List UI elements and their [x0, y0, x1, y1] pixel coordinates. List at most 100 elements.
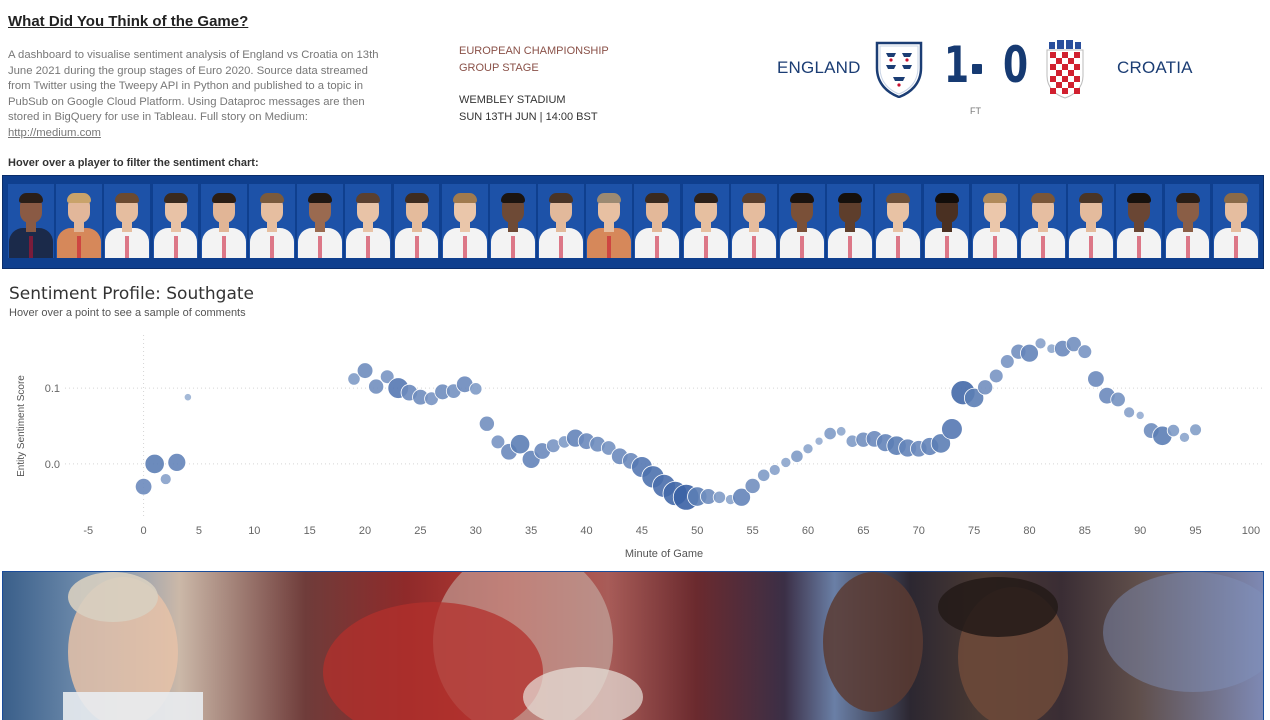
sentiment-point[interactable] [1077, 344, 1093, 359]
sentiment-point[interactable] [1000, 354, 1015, 369]
player-card[interactable] [971, 184, 1019, 258]
sentiment-point[interactable] [780, 456, 792, 468]
player-card[interactable] [248, 184, 296, 258]
x-tick-label: -5 [83, 525, 93, 537]
sentiment-point[interactable] [814, 436, 824, 446]
player-hair [19, 193, 43, 203]
player-hair [741, 193, 766, 203]
x-tick-label: 30 [470, 525, 482, 537]
player-neck [893, 222, 904, 232]
sentiment-point[interactable] [941, 418, 963, 440]
player-card[interactable] [1019, 184, 1067, 258]
player-shirt-detail [1185, 236, 1190, 258]
player-shirt-detail [1040, 236, 1045, 258]
sentiment-point[interactable] [1135, 410, 1145, 420]
sentiment-point[interactable] [167, 452, 187, 472]
player-neck [941, 222, 952, 232]
player-card[interactable] [826, 184, 874, 258]
sentiment-point[interactable] [1065, 336, 1082, 353]
match-status: FT [970, 106, 981, 116]
player-card[interactable] [55, 184, 103, 258]
player-card[interactable] [778, 184, 826, 258]
sentiment-point[interactable] [1087, 370, 1105, 388]
x-tick-label: 85 [1079, 525, 1091, 537]
player-hair [211, 193, 236, 203]
england-crest-icon [874, 40, 924, 103]
x-tick-label: 45 [636, 525, 648, 537]
sentiment-point[interactable] [159, 473, 172, 485]
player-card[interactable] [923, 184, 971, 258]
x-tick-label: 80 [1023, 525, 1035, 537]
match-datetime: SUN 13TH JUN | 14:00 BST [459, 111, 598, 123]
sentiment-point[interactable] [802, 443, 814, 455]
player-card[interactable] [585, 184, 633, 258]
player-shirt-detail [944, 236, 949, 258]
sentiment-point[interactable] [1034, 337, 1047, 350]
x-tick-label: 15 [304, 525, 316, 537]
x-tick-label: 35 [525, 525, 537, 537]
sentiment-point[interactable] [988, 368, 1004, 384]
sentiment-point[interactable] [768, 464, 781, 476]
sentiment-point[interactable] [1110, 391, 1126, 408]
sentiment-point[interactable] [930, 433, 951, 454]
sentiment-point[interactable] [1123, 406, 1136, 419]
sentiment-point[interactable] [144, 453, 165, 475]
sentiment-point[interactable] [757, 468, 771, 482]
player-shirt-detail [703, 236, 708, 258]
sentiment-point[interactable] [744, 477, 761, 494]
player-card[interactable] [1115, 184, 1163, 258]
sentiment-point[interactable] [1189, 423, 1202, 437]
sentiment-point[interactable] [1179, 431, 1190, 443]
player-card[interactable] [393, 184, 441, 258]
player-card[interactable] [489, 184, 537, 258]
sentiment-point[interactable] [836, 426, 847, 437]
sentiment-point[interactable] [134, 477, 153, 496]
sentiment-point[interactable] [963, 387, 985, 409]
player-card[interactable] [874, 184, 922, 258]
sentiment-point[interactable] [790, 449, 804, 463]
player-shirt-detail [125, 236, 130, 258]
player-shirt-detail [559, 236, 564, 258]
croatia-crest-icon [1045, 40, 1085, 105]
sentiment-point[interactable] [1020, 343, 1039, 363]
player-card[interactable] [730, 184, 778, 258]
sentiment-point[interactable] [823, 426, 837, 441]
chart-subtitle: Hover over a point to see a sample of co… [9, 307, 246, 319]
player-card[interactable] [682, 184, 730, 258]
player-shirt-detail [848, 236, 853, 258]
sentiment-point[interactable] [509, 434, 531, 455]
sentiment-point[interactable] [490, 434, 506, 450]
player-card[interactable] [441, 184, 489, 258]
sentiment-point[interactable] [469, 382, 483, 396]
player-card[interactable] [200, 184, 248, 258]
sentiment-point[interactable] [379, 369, 395, 385]
player-card[interactable] [344, 184, 392, 258]
player-neck [363, 222, 374, 232]
sentiment-point[interactable] [977, 379, 994, 396]
player-card[interactable] [1164, 184, 1212, 258]
player-hair [308, 193, 333, 203]
sentiment-point[interactable] [1166, 423, 1181, 438]
sentiment-point[interactable] [356, 362, 374, 379]
player-shirt-detail [221, 236, 226, 258]
sentiment-point[interactable] [600, 440, 617, 456]
player-card[interactable] [7, 184, 55, 258]
player-card[interactable] [537, 184, 585, 258]
player-card[interactable] [296, 184, 344, 258]
player-neck [1134, 222, 1145, 232]
medium-link[interactable]: http://medium.com [8, 126, 101, 139]
sentiment-point[interactable] [368, 378, 385, 395]
player-card[interactable] [1212, 184, 1260, 258]
player-card[interactable] [103, 184, 151, 258]
player-card[interactable] [152, 184, 200, 258]
sentiment-point[interactable] [732, 487, 751, 507]
player-card[interactable] [633, 184, 681, 258]
player-card[interactable] [1067, 184, 1115, 258]
sentiment-point[interactable] [347, 372, 361, 386]
player-neck [700, 222, 711, 232]
sentiment-point[interactable] [478, 415, 495, 432]
competition-name: EUROPEAN CHAMPIONSHIP [459, 45, 609, 57]
page-title: What Did You Think of the Game? [8, 13, 249, 30]
sentiment-point[interactable] [712, 490, 727, 504]
sentiment-point[interactable] [183, 393, 192, 402]
